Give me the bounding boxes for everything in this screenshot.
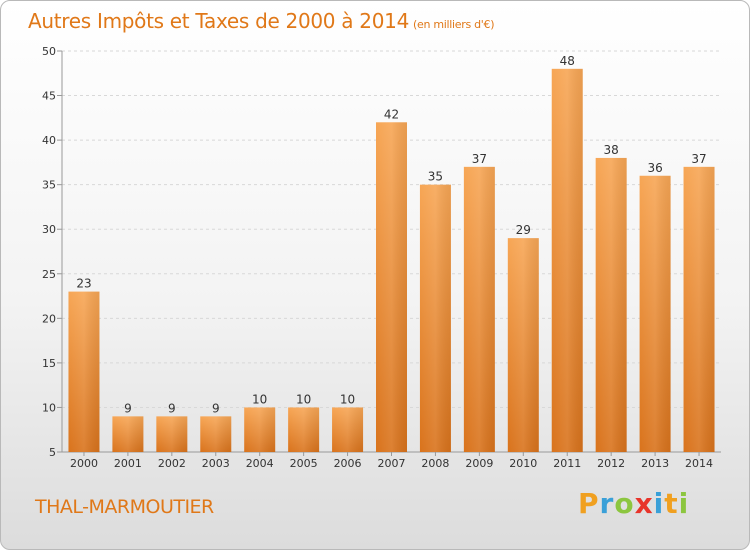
- value-label-2006: 10: [340, 392, 355, 406]
- bar-shade-2011: [551, 68, 583, 453]
- y-tick-label: 40: [42, 134, 56, 147]
- bar-shade-2008: [419, 184, 451, 452]
- bar-shade-2004: [244, 407, 276, 452]
- x-tick-label-2010: 2010: [509, 457, 537, 470]
- x-tick-label-2004: 2004: [246, 457, 274, 470]
- value-label-2009: 37: [472, 152, 487, 166]
- value-label-2005: 10: [296, 392, 311, 406]
- x-tick-label-2002: 2002: [158, 457, 186, 470]
- x-tick-label-2008: 2008: [421, 457, 449, 470]
- y-tick-label: 20: [42, 312, 56, 325]
- logo-letter: o: [614, 487, 635, 520]
- y-tick-label: 45: [42, 90, 56, 103]
- bar-shade-2010: [507, 238, 539, 452]
- value-label-2014: 37: [691, 152, 706, 166]
- bar-shade-2009: [463, 166, 495, 452]
- bar-shade-2005: [288, 407, 320, 452]
- bar-shade-2006: [332, 407, 364, 452]
- value-label-2007: 42: [384, 107, 399, 121]
- y-tick-label: 25: [42, 268, 56, 281]
- value-label-2012: 38: [604, 143, 619, 157]
- bar-layer: [68, 68, 715, 453]
- chart-unit: (en milliers d'€): [413, 18, 495, 31]
- chart-title: Autres Impôts et Taxes de 2000 à 2014 (en…: [28, 9, 494, 33]
- chart-title-text: Autres Impôts et Taxes de 2000 à 2014: [28, 9, 409, 33]
- x-tick-label-2012: 2012: [597, 457, 625, 470]
- x-tick-label-2000: 2000: [70, 457, 98, 470]
- value-label-2004: 10: [252, 392, 267, 406]
- x-tick-label-2011: 2011: [553, 457, 581, 470]
- bar-shade-2000: [68, 291, 100, 452]
- x-tick-label-2003: 2003: [202, 457, 230, 470]
- proxiti-logo: Proxiti: [578, 487, 689, 520]
- x-tick-label-2001: 2001: [114, 457, 142, 470]
- value-label-2013: 36: [647, 161, 662, 175]
- bar-shade-2012: [595, 157, 627, 452]
- place-name: THAL-MARMOUTIER: [35, 496, 214, 518]
- logo-letter: x: [634, 487, 654, 520]
- bar-shade-2003: [200, 416, 232, 452]
- y-tick-label: 30: [42, 223, 56, 236]
- logo-letter: i: [678, 487, 690, 520]
- y-tick-label: 50: [42, 45, 56, 58]
- axis-layer: 5 10 15 20 25 30 35 40 45 50 2000 2001 2002 2003 2004 2…: [42, 45, 721, 470]
- y-tick-label: 10: [42, 401, 56, 414]
- logo-letter: r: [599, 487, 615, 520]
- x-tick-label-2006: 2006: [334, 457, 362, 470]
- value-label-2002: 9: [168, 401, 176, 415]
- bar-shade-2007: [376, 122, 407, 453]
- y-tick-label: 35: [42, 179, 56, 192]
- x-tick-label-2007: 2007: [378, 457, 406, 470]
- x-tick-label-2013: 2013: [641, 457, 669, 470]
- value-label-2008: 35: [428, 170, 443, 184]
- x-tick-label-2009: 2009: [465, 457, 493, 470]
- value-label-2000: 23: [76, 277, 91, 291]
- value-label-2010: 29: [516, 223, 531, 237]
- value-label-2003: 9: [212, 401, 220, 415]
- y-tick-label: 5: [49, 446, 56, 459]
- logo-letter: i: [653, 487, 665, 520]
- y-tick-label: 15: [42, 357, 56, 370]
- x-tick-label-2005: 2005: [290, 457, 318, 470]
- bar-shade-2014: [683, 166, 715, 452]
- x-tick-label-2014: 2014: [685, 457, 713, 470]
- label-layer: 23 9 9 9 10 10 10 42 35 37 29 48 38 36 37: [76, 54, 706, 416]
- value-label-2001: 9: [124, 401, 132, 415]
- bar-shade-2013: [639, 175, 671, 452]
- logo-letter: t: [664, 487, 679, 520]
- bar-shade-2001: [112, 416, 144, 452]
- bar-shade-2002: [156, 416, 188, 452]
- logo-letter: P: [578, 487, 600, 520]
- value-label-2011: 48: [560, 54, 575, 68]
